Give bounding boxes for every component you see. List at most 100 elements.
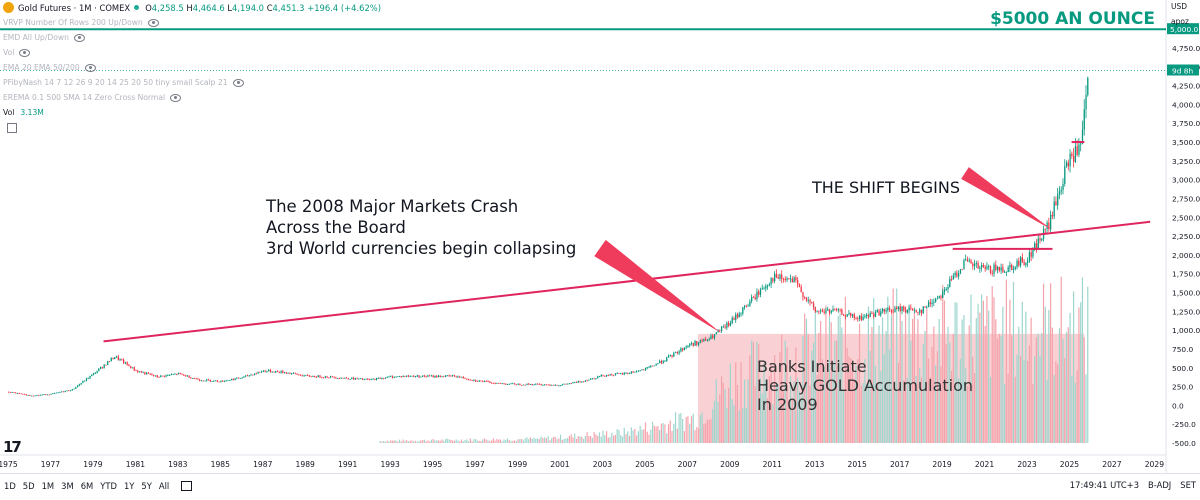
- timeframe-1y[interactable]: 1Y: [123, 480, 135, 491]
- candle: [434, 375, 436, 378]
- indicator-row[interactable]: EMD All Up/Down: [0, 30, 900, 45]
- candle: [195, 378, 197, 380]
- candle: [370, 379, 372, 380]
- eye-icon[interactable]: [147, 18, 159, 27]
- candle: [542, 384, 544, 386]
- eye-icon[interactable]: [232, 78, 244, 87]
- volume-bar: [860, 385, 862, 443]
- eye-icon[interactable]: [19, 48, 31, 57]
- indicator-row[interactable]: EMA 20 EMA 50/200: [0, 60, 900, 75]
- candle: [644, 368, 647, 371]
- candle: [446, 375, 449, 377]
- candle: [161, 375, 164, 377]
- price-tag-5000-bg: [1167, 23, 1199, 35]
- candle: [522, 384, 525, 386]
- settlement-toggle[interactable]: SET: [1180, 480, 1196, 490]
- candle: [843, 314, 845, 316]
- timeframe-5y[interactable]: 5Y: [141, 480, 152, 491]
- eye-icon[interactable]: [84, 63, 96, 72]
- collapse-legend-icon[interactable]: [7, 123, 17, 133]
- candle: [490, 382, 493, 384]
- candle: [1012, 268, 1015, 271]
- indicator-row[interactable]: Vol: [0, 45, 900, 60]
- candle: [529, 384, 532, 386]
- tradingview-logo[interactable]: 17: [3, 438, 22, 456]
- candle: [23, 393, 26, 395]
- volume-bar: [1073, 291, 1075, 443]
- candle: [158, 377, 160, 378]
- volume-bar: [1064, 357, 1066, 443]
- volume-bar: [689, 423, 691, 443]
- timeframe-all[interactable]: All: [158, 480, 170, 491]
- candle: [736, 314, 739, 318]
- volume-bar: [676, 428, 678, 443]
- candle: [901, 306, 903, 312]
- indicator-label[interactable]: EMA 20 EMA 50/200: [3, 63, 80, 72]
- candle: [1064, 166, 1066, 184]
- timeframe-ytd[interactable]: YTD: [100, 480, 117, 491]
- candle: [972, 263, 974, 267]
- volume-bar: [687, 416, 689, 443]
- symbol-name[interactable]: Gold Futures · 1M · COMEX: [18, 2, 131, 13]
- eye-icon[interactable]: [170, 93, 182, 102]
- scale-mode-label[interactable]: apoz: [1171, 17, 1189, 26]
- indicator-row[interactable]: EREMA 0.1 500 SMA 14 Zero Cross Normal: [0, 90, 900, 105]
- candle: [558, 385, 560, 387]
- volume-bar: [996, 338, 999, 443]
- indicator-label[interactable]: EMD All Up/Down: [3, 33, 69, 42]
- indicator-label[interactable]: VRVP Number Of Rows 200 Up/Down: [3, 18, 143, 27]
- volume-bar: [883, 354, 885, 443]
- volume-bar: [1085, 374, 1087, 443]
- volume-bar: [559, 434, 562, 443]
- candle: [374, 378, 376, 380]
- adjustment-toggle[interactable]: B-ADJ: [1148, 480, 1172, 490]
- timeframe-1m[interactable]: 1M: [41, 480, 55, 491]
- timeframe-6m[interactable]: 6M: [80, 480, 94, 491]
- candle: [975, 262, 978, 264]
- candle: [160, 375, 162, 378]
- volume-bar: [915, 375, 917, 443]
- volume-bar: [515, 440, 517, 443]
- volume-bar: [586, 432, 588, 443]
- indicator-label[interactable]: EREMA 0.1 500 SMA 14 Zero Cross Normal: [3, 93, 166, 102]
- candle: [338, 378, 341, 380]
- indicator-label[interactable]: Vol: [3, 48, 15, 57]
- timeframe-3m[interactable]: 3M: [61, 480, 74, 491]
- candle: [450, 375, 452, 377]
- symbol-row[interactable]: Gold Futures · 1M · COMEX O4,258.5 H4,46…: [0, 0, 900, 15]
- indicator-label[interactable]: PFibyNash 14 7 12 26 9 20 14 25 20 50 ti…: [3, 78, 228, 87]
- candle: [636, 371, 638, 373]
- timeframe-5d[interactable]: 5D: [22, 480, 35, 491]
- currency-label[interactable]: USD: [1171, 2, 1188, 11]
- candle: [397, 376, 399, 378]
- candle: [809, 300, 811, 303]
- candle: [958, 273, 960, 277]
- candle: [676, 352, 679, 354]
- volume-bar: [765, 379, 767, 443]
- candle: [825, 310, 827, 313]
- indicator-row[interactable]: PFibyNash 14 7 12 26 9 20 14 25 20 50 ti…: [0, 75, 900, 90]
- eye-icon[interactable]: [73, 33, 85, 42]
- volume-bar: [671, 431, 673, 443]
- candle: [199, 379, 201, 381]
- indicator-row[interactable]: VRVP Number Of Rows 200 Up/Down: [0, 15, 900, 30]
- candle: [671, 354, 673, 357]
- timeframe-1d[interactable]: 1D: [4, 480, 16, 491]
- volume-bar: [986, 295, 988, 443]
- candle: [326, 376, 328, 378]
- candle: [559, 385, 562, 387]
- candle: [814, 307, 817, 312]
- volume-bar: [429, 441, 431, 443]
- volume-bar: [922, 344, 924, 443]
- calendar-icon[interactable]: [181, 480, 193, 491]
- volume-bar: [473, 439, 475, 443]
- volume-bar: [733, 404, 735, 443]
- volume-row[interactable]: Vol 3.13M: [0, 105, 900, 120]
- volume-bar: [786, 347, 788, 443]
- candle: [469, 379, 472, 381]
- clock[interactable]: 17:49:41 UTC+3: [1069, 480, 1140, 490]
- candle: [1076, 146, 1078, 155]
- candle: [457, 376, 459, 378]
